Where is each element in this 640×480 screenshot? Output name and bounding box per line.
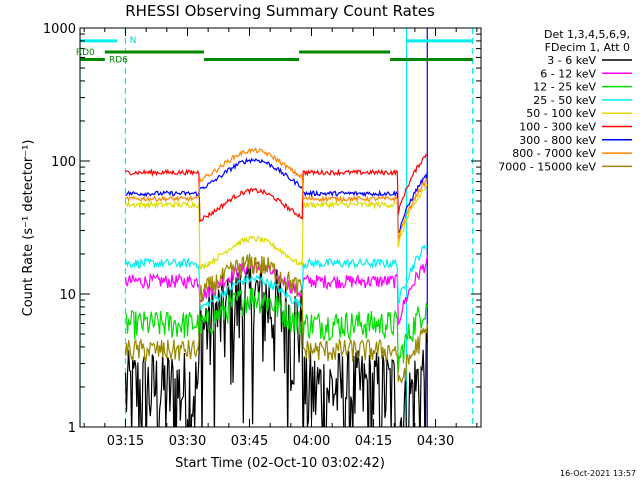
- legend-entry-label: 7000 - 15000 keV: [498, 160, 596, 173]
- y-axis-label: Count Rate (s⁻¹ detector⁻¹): [21, 140, 36, 317]
- flag-label-rd0: RD0: [76, 48, 95, 58]
- x-axis-label: Start Time (02-Oct-10 03:02:42): [175, 456, 385, 471]
- x-tick-label: 04:00: [293, 434, 330, 449]
- legend-entry-label: 6 - 12 keV: [540, 67, 596, 80]
- series-line: [125, 153, 428, 223]
- series-line: [125, 183, 428, 272]
- plot-frame: [79, 27, 482, 428]
- series-line: [124, 253, 428, 385]
- footer-timestamp: 16-Oct-2021 13:57: [560, 469, 636, 478]
- flag-label-rd6: RD6: [109, 55, 128, 65]
- series-line: [124, 260, 428, 427]
- legend-entry-label: 100 - 300 keV: [519, 121, 596, 134]
- y-tick-label: 1: [68, 421, 76, 436]
- y-tick-label: 10: [59, 288, 76, 303]
- series-line: [124, 287, 428, 373]
- y-tick-label: 100: [51, 155, 76, 170]
- legend-entry-label: 25 - 50 keV: [533, 94, 596, 107]
- legend-entry-label: 800 - 7000 keV: [512, 147, 596, 160]
- series-line: [125, 146, 428, 241]
- legend-entry-label: 3 - 6 keV: [547, 54, 596, 67]
- legend-entry-label: 300 - 800 keV: [519, 134, 596, 147]
- x-tick-label: 03:45: [231, 434, 268, 449]
- series-line: [125, 157, 428, 234]
- legend-header: FDecim 1, Att 0: [545, 41, 630, 54]
- x-tick-label: 04:30: [417, 434, 454, 449]
- series-line: [124, 255, 428, 327]
- y-tick-label: 1000: [43, 22, 76, 37]
- legend-entry-label: 12 - 25 keV: [533, 81, 596, 94]
- x-tick-label: 04:15: [355, 434, 392, 449]
- x-tick-label: 03:15: [107, 434, 144, 449]
- flag-label-n: N: [130, 36, 137, 46]
- chart-title: RHESSI Observing Summary Count Rates: [125, 2, 435, 20]
- legend-entry-label: 50 - 100 keV: [526, 107, 596, 120]
- legend-header: Det 1,3,4,5,6,9,: [544, 28, 630, 41]
- series-line: [124, 244, 428, 311]
- x-tick-label: 03:30: [169, 434, 206, 449]
